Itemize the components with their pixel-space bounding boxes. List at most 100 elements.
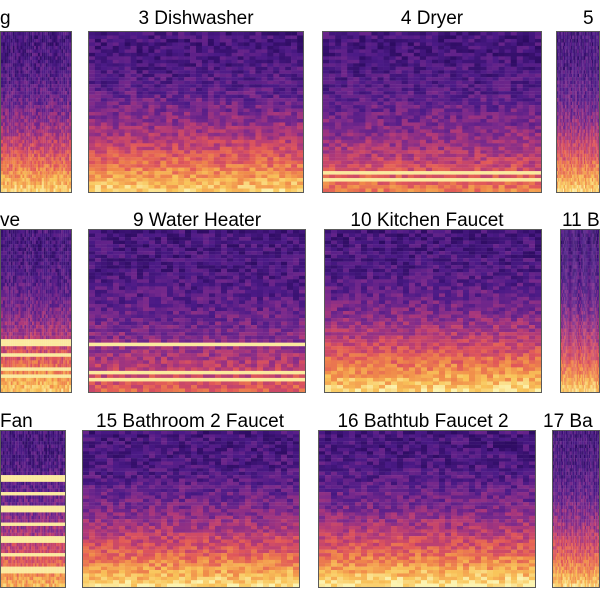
spectrogram-cell bbox=[18, 167, 21, 172]
spectrogram-cell bbox=[53, 63, 56, 67]
spectrogram-cell bbox=[534, 77, 541, 81]
spectrogram-cell bbox=[273, 42, 280, 47]
spectrogram-cell bbox=[329, 66, 336, 71]
spectrogram-cell bbox=[67, 181, 70, 186]
spectrogram-cell bbox=[184, 185, 191, 189]
spectrogram-cell bbox=[279, 87, 286, 92]
spectrogram-cell bbox=[65, 59, 68, 64]
spectrogram-cell bbox=[273, 45, 280, 50]
spectrogram-cell bbox=[20, 59, 23, 64]
spectrogram-cell bbox=[249, 167, 256, 172]
spectrogram-cell bbox=[480, 136, 487, 140]
spectrogram-cell bbox=[37, 98, 40, 102]
spectrogram-cell bbox=[49, 112, 52, 116]
spectrogram-cell bbox=[401, 150, 409, 154]
spectrogram-cell bbox=[118, 98, 125, 102]
spectrogram-cell bbox=[94, 66, 102, 71]
spectrogram-cell bbox=[377, 132, 384, 137]
spectrogram-cell bbox=[425, 122, 433, 127]
spectrogram-cell bbox=[32, 49, 35, 54]
spectrogram-cell bbox=[43, 181, 46, 186]
spectrogram-cell bbox=[438, 84, 445, 88]
spectrogram-cell bbox=[184, 91, 191, 95]
spectrogram-cell bbox=[413, 52, 421, 57]
spectrogram-cell bbox=[51, 115, 54, 120]
spectrogram-cell bbox=[255, 42, 262, 47]
spectrogram-cell bbox=[18, 188, 21, 192]
spectrogram-cell bbox=[57, 150, 60, 154]
spectrogram-cell bbox=[213, 66, 221, 71]
spectrogram-cell bbox=[285, 122, 292, 127]
spectrogram-cell bbox=[468, 63, 475, 67]
spectrogram-cell bbox=[30, 150, 33, 154]
spectrogram-cell bbox=[196, 160, 203, 165]
spectrogram-cell bbox=[43, 167, 46, 172]
spectrogram-cell bbox=[389, 35, 396, 40]
spectrogram-cell bbox=[561, 32, 563, 36]
spectrogram-cell bbox=[335, 38, 342, 43]
spectrogram-cell bbox=[450, 94, 457, 99]
spectrogram-cell bbox=[401, 56, 409, 60]
spectrogram-cell bbox=[12, 164, 15, 168]
spectrogram-cell bbox=[14, 132, 17, 137]
spectrogram-cell bbox=[504, 32, 512, 36]
spectrogram-cell bbox=[89, 66, 96, 71]
spectrogram-cell bbox=[383, 32, 390, 36]
spectrogram-cell bbox=[279, 56, 286, 60]
spectrogram-cell bbox=[516, 164, 524, 168]
spectrogram-cell bbox=[100, 91, 108, 95]
spectrogram-cell bbox=[297, 49, 303, 54]
spectrogram-cell bbox=[504, 115, 512, 120]
spectrogram-cell bbox=[61, 181, 64, 186]
spectrogram-cell bbox=[36, 66, 39, 71]
spectrogram-cell bbox=[63, 125, 66, 130]
spectrogram-cell bbox=[196, 150, 203, 154]
spectrogram-cell bbox=[225, 66, 232, 71]
spectrogram-cell bbox=[492, 108, 499, 113]
spectrogram-cell bbox=[196, 84, 203, 88]
spectrogram-cell bbox=[347, 84, 354, 88]
spectrogram-cell bbox=[16, 178, 19, 182]
spectrogram-cell bbox=[267, 157, 274, 161]
spectrogram-cell bbox=[53, 42, 56, 47]
spectrogram-cell bbox=[34, 84, 37, 88]
spectrogram-cell bbox=[407, 125, 415, 130]
spectrogram-cell bbox=[329, 101, 336, 106]
spectrogram-cell bbox=[413, 63, 421, 67]
spectrogram-cell bbox=[36, 115, 39, 120]
spectrogram-cell bbox=[28, 171, 31, 175]
spectrogram-cell bbox=[243, 132, 250, 137]
spectrogram-cell bbox=[154, 115, 161, 120]
spectrogram-cell bbox=[130, 139, 137, 144]
spectrogram-cell bbox=[67, 136, 70, 140]
spectrogram-cell bbox=[8, 181, 11, 186]
spectrogram-cell bbox=[377, 87, 384, 92]
spectrogram-cell bbox=[18, 73, 21, 78]
spectrogram-cell bbox=[407, 84, 415, 88]
spectrogram-cell bbox=[377, 91, 384, 95]
spectrogram-cell bbox=[18, 143, 21, 147]
spectrogram-cell bbox=[323, 125, 330, 130]
spectrogram-cell bbox=[69, 66, 71, 71]
spectrogram-cell bbox=[148, 66, 155, 71]
spectrogram-cell bbox=[255, 49, 262, 54]
spectrogram-cell bbox=[425, 66, 433, 71]
spectrogram-cell bbox=[456, 146, 463, 151]
spectrogram-cell bbox=[335, 164, 342, 168]
spectrogram-cell bbox=[20, 101, 23, 106]
spectrogram-cell bbox=[359, 45, 366, 50]
spectrogram-cell bbox=[522, 66, 530, 71]
spectrogram-cell bbox=[285, 101, 292, 106]
spectrogram-cell bbox=[504, 105, 512, 109]
spectrogram-cell bbox=[347, 63, 354, 67]
spectrogram-cell bbox=[474, 49, 481, 54]
spectrogram-cell bbox=[323, 38, 330, 43]
spectrogram-cell bbox=[178, 143, 185, 147]
spectrogram-cell bbox=[365, 115, 372, 120]
spectrogram-cell bbox=[498, 136, 505, 140]
spectrogram-cell bbox=[335, 59, 342, 64]
spectrogram-cell bbox=[47, 171, 50, 175]
spectrogram-cell bbox=[2, 84, 5, 88]
spectrogram-cell bbox=[255, 112, 262, 116]
spectrogram-cell bbox=[63, 153, 66, 158]
